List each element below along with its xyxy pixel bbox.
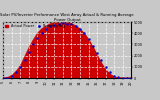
Title: Solar PV/Inverter Performance West Array Actual & Running Average Power Output: Solar PV/Inverter Performance West Array… <box>0 13 134 22</box>
Legend: Actual Power  , Running Avg: Actual Power , Running Avg <box>5 24 65 28</box>
